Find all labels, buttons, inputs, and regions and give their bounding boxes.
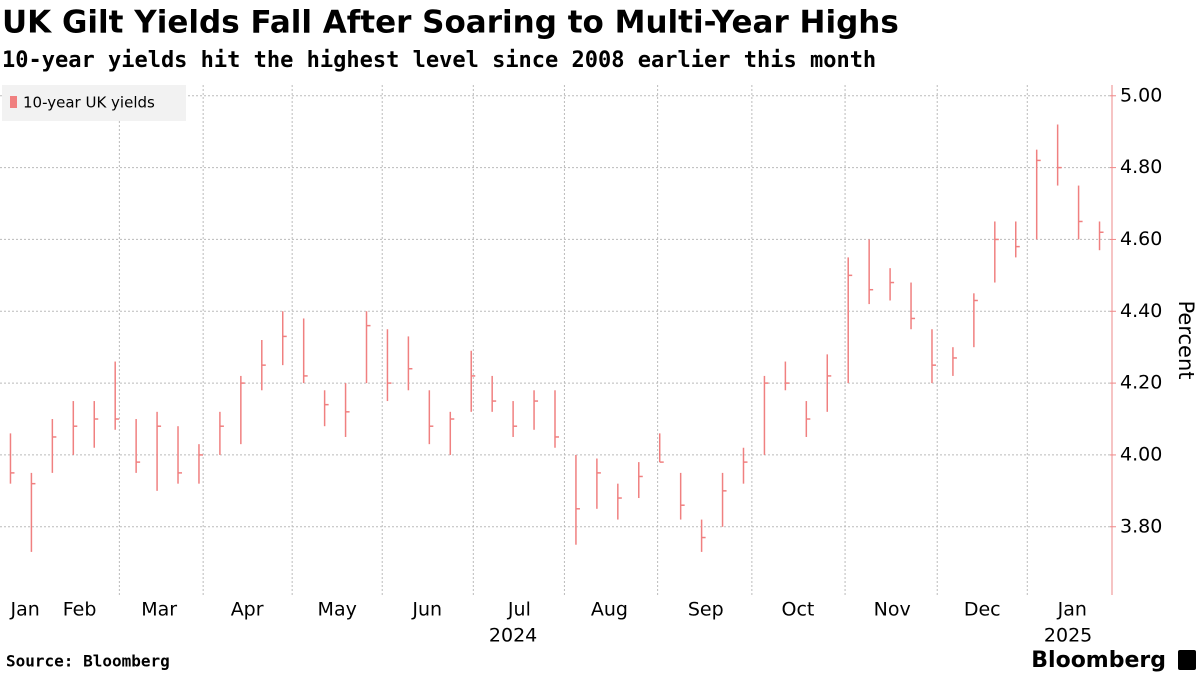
x-tick-label: Mar [141,599,177,621]
x-tick-label: Jan [9,599,39,621]
x-tick-label: Jun [411,599,442,621]
y-tick-label: 4.20 [1120,372,1162,394]
year-label: 2025 [1044,625,1092,647]
x-tick-label: Sep [688,599,724,621]
x-tick-label: Apr [231,599,264,621]
chart-subtitle: 10-year yields hit the highest level sin… [2,48,876,73]
y-tick-label: 4.80 [1120,156,1162,178]
x-tick-label: Dec [964,599,1001,621]
y-tick-label: 4.60 [1120,228,1162,250]
legend-swatch [10,96,17,108]
brand: Bloomberg [1031,648,1166,673]
x-tick-label: Jan [1057,599,1087,621]
year-label: 2024 [489,625,537,647]
x-tick-label: Feb [63,599,97,621]
y-tick-label: 3.80 [1120,515,1162,537]
y-tick-label: 4.00 [1120,443,1162,465]
chart-title: UK Gilt Yields Fall After Soaring to Mul… [2,5,899,41]
source: Source: Bloomberg [6,652,170,671]
x-tick-label: Jul [507,599,531,621]
x-tick-label: Aug [591,599,628,621]
x-tick-label: Oct [782,599,815,621]
legend-label: 10-year UK yields [23,94,155,112]
brand-icon [1178,650,1196,670]
y-tick-label: 5.00 [1120,84,1162,106]
x-tick-label: Nov [874,599,911,621]
legend-box [2,85,186,121]
y-tick-label: 4.40 [1120,300,1162,322]
y-axis-label: Percent [1174,300,1198,379]
x-tick-label: May [318,599,357,621]
